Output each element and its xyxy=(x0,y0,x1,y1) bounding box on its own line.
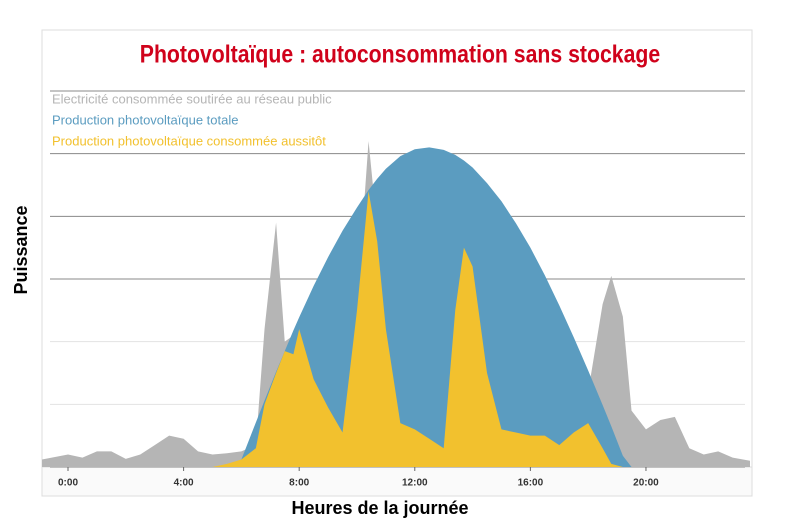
legend-entry: Production photovoltaïque consommée auss… xyxy=(52,133,326,148)
chart-title: Photovoltaïque : autoconsommation sans s… xyxy=(140,40,661,68)
y-axis-label: Puissance xyxy=(11,205,31,294)
areas xyxy=(42,141,750,467)
x-tick-label: 4:00 xyxy=(174,478,194,489)
x-axis-band xyxy=(41,466,753,497)
x-tick-label: 12:00 xyxy=(402,478,428,489)
x-tick-label: 16:00 xyxy=(518,478,544,489)
legend-entry: Production photovoltaïque totale xyxy=(52,112,238,127)
x-tick-label: 0:00 xyxy=(58,478,78,489)
area xyxy=(42,191,750,467)
area xyxy=(42,147,750,467)
legend-entry: Electricité consommée soutirée au réseau… xyxy=(52,91,332,106)
x-tick-label: 8:00 xyxy=(289,478,309,489)
x-tick-label: 20:00 xyxy=(633,478,659,489)
x-axis-label: Heures de la journée xyxy=(291,498,468,518)
axis: 0:00 4:00 8:00 12:00 16:00 20:00 xyxy=(58,467,659,489)
